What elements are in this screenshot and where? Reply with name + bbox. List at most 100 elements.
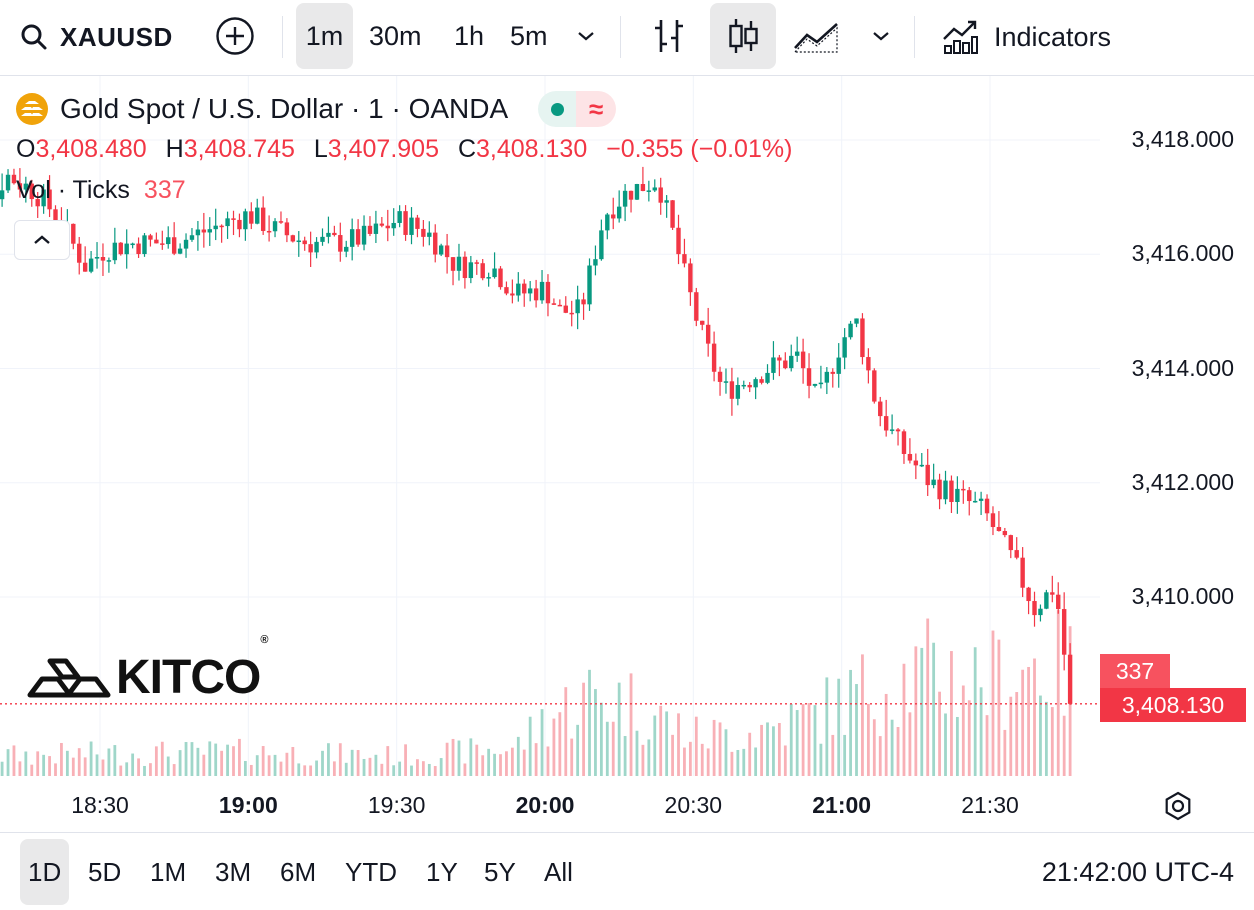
- volume-bar: [457, 740, 461, 776]
- candle-body: [628, 190, 634, 200]
- candle-body: [498, 268, 503, 288]
- candle-body: [338, 235, 343, 252]
- candle-body: [670, 200, 675, 228]
- candle-body: [978, 498, 984, 501]
- indicators-button[interactable]: Indicators: [942, 14, 1111, 60]
- volume-bar: [807, 703, 811, 776]
- interval-label: 1h: [454, 20, 485, 51]
- candle-body: [355, 229, 361, 245]
- volume-bar: [558, 712, 562, 776]
- delayed-data-icon: ≈: [576, 91, 617, 127]
- range-1d[interactable]: 1D: [20, 839, 70, 905]
- candle-body: [901, 431, 907, 454]
- interval-1m[interactable]: 1m: [296, 3, 353, 69]
- volume-bar: [772, 726, 775, 776]
- symbol-search-button[interactable]: XAUUSD: [20, 14, 173, 60]
- chart-style-dropdown-button[interactable]: [852, 3, 910, 69]
- interval-5m[interactable]: 5m: [500, 3, 558, 69]
- volume-bar: [232, 746, 235, 776]
- volume-bar: [878, 736, 882, 776]
- volume-bar: [125, 762, 129, 776]
- candle-body: [955, 488, 960, 502]
- range-5y[interactable]: 5Y: [476, 839, 524, 905]
- range-all[interactable]: All: [536, 839, 581, 905]
- top-toolbar: XAUUSD 1m 30m 1h 5m Indicators: [0, 0, 1254, 76]
- candle-body: [640, 184, 646, 191]
- interval-label: 5m: [510, 20, 548, 51]
- volume-value: 337: [143, 176, 186, 204]
- volume-bar: [635, 730, 639, 776]
- volume-bar: [249, 764, 253, 776]
- candle-body: [130, 243, 135, 246]
- interval-dropdown-button[interactable]: [556, 3, 616, 69]
- candle-body: [41, 189, 46, 207]
- candle-body: [539, 281, 545, 301]
- candles-style-button[interactable]: [710, 3, 776, 69]
- candle-body: [308, 244, 313, 253]
- range-label: 1Y: [426, 856, 458, 887]
- range-3m[interactable]: 3M: [207, 839, 259, 905]
- volume-bar: [926, 618, 930, 776]
- bars-style-button[interactable]: [636, 3, 702, 69]
- volume-bar: [712, 719, 716, 776]
- candle-body: [213, 225, 218, 230]
- volume-bar: [433, 766, 437, 776]
- volume-bar: [789, 703, 793, 776]
- volume-bar: [647, 739, 651, 776]
- range-6m[interactable]: 6M: [272, 839, 324, 905]
- volume-bar: [683, 747, 686, 776]
- range-5d[interactable]: 5D: [80, 839, 129, 905]
- volume-tag: 337: [1100, 654, 1170, 688]
- volume-bar: [582, 682, 585, 776]
- collapse-legend-button[interactable]: [14, 220, 70, 260]
- volume-bar: [742, 748, 746, 776]
- range-1y[interactable]: 1Y: [418, 839, 466, 905]
- volume-bar: [386, 746, 390, 776]
- candle-body: [272, 221, 278, 232]
- compare-symbol-button[interactable]: [202, 3, 268, 69]
- candle-body: [1056, 594, 1061, 610]
- volume-bar: [831, 734, 835, 776]
- volume-bar: [481, 755, 485, 776]
- open-value: 3,408.480: [35, 135, 147, 163]
- volume-bar: [938, 691, 941, 776]
- volume-bar: [404, 744, 407, 776]
- interval-1h[interactable]: 1h: [444, 3, 494, 69]
- volume-bar: [89, 741, 93, 776]
- candle-body: [789, 355, 794, 369]
- price-tick-label: 3,412.000: [1131, 468, 1234, 495]
- market-status-badge[interactable]: ≈: [538, 91, 617, 127]
- low-key: L: [313, 135, 328, 163]
- candle-body: [450, 257, 456, 271]
- volume-label: Vol · Ticks: [16, 176, 130, 204]
- volume-bar: [154, 746, 158, 776]
- volume-bar: [623, 736, 627, 776]
- range-1m[interactable]: 1M: [142, 839, 194, 905]
- volume-bar: [1021, 669, 1025, 776]
- candle-body: [682, 254, 687, 264]
- candle-body: [94, 257, 100, 259]
- volume-bar: [564, 687, 568, 776]
- range-label: 1M: [150, 856, 187, 887]
- candle-body: [17, 183, 23, 190]
- high-key: H: [165, 135, 184, 163]
- volume-bar: [362, 758, 366, 776]
- timezone-clock[interactable]: 21:42:00 UTC-4: [1042, 839, 1234, 905]
- candle-body: [729, 381, 735, 399]
- candle-body: [872, 370, 877, 402]
- range-label: 5Y: [484, 856, 516, 887]
- price-chart[interactable]: [0, 76, 1254, 832]
- candle-body: [433, 232, 438, 255]
- symbol-description: Gold Spot / U.S. Dollar · 1 · OANDA: [60, 93, 509, 124]
- volume-bar: [516, 736, 520, 776]
- volume-bar: [605, 721, 609, 776]
- range-ytd[interactable]: YTD: [337, 839, 405, 905]
- candle-body: [106, 260, 112, 262]
- time-tick-label: 19:30: [367, 792, 426, 818]
- volume-bar: [279, 761, 283, 776]
- area-style-button[interactable]: [784, 3, 850, 69]
- chart-settings-button[interactable]: [1160, 788, 1196, 824]
- volume-bar: [944, 713, 947, 776]
- volume-bar: [908, 712, 912, 776]
- interval-30m[interactable]: 30m: [359, 3, 432, 69]
